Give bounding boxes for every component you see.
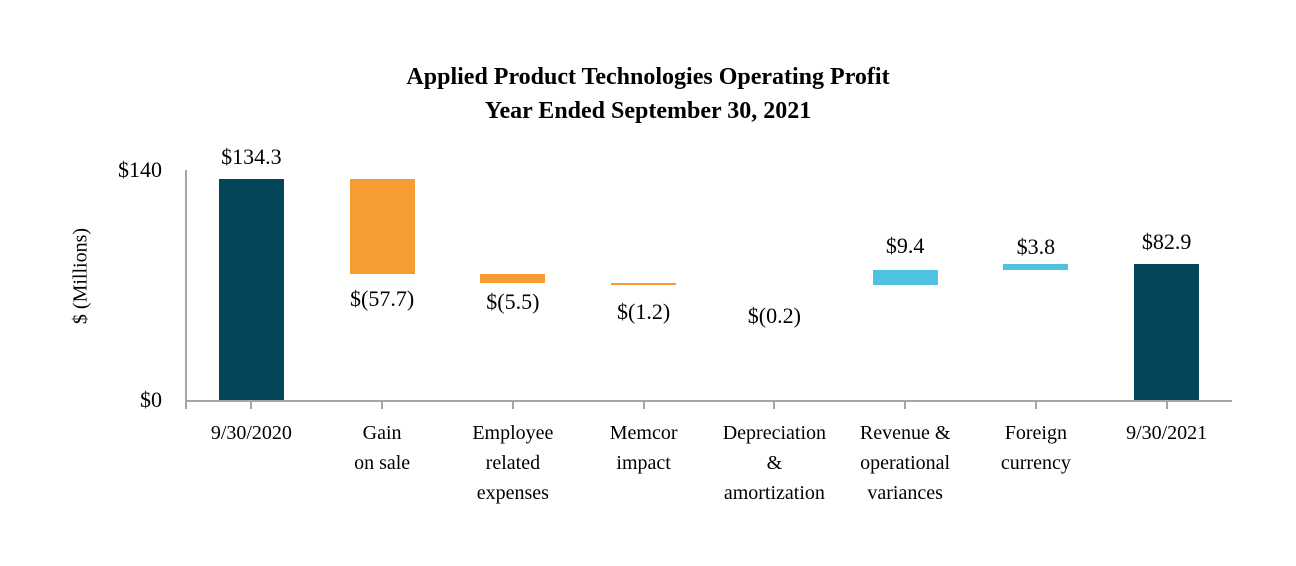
value-label-employee-related-expenses: $(5.5) xyxy=(486,289,540,315)
category-label-line: Employee xyxy=(472,422,554,444)
bar-memcor-impact xyxy=(611,283,677,286)
bar-foreign-currency xyxy=(1003,263,1069,271)
y-axis-title: $ (Millions) xyxy=(69,227,92,325)
bar-9-30-2021 xyxy=(1134,263,1200,400)
category-label-memcor-impact: Memcor impact xyxy=(559,418,729,478)
category-label-foreign-currency: Foreign currency xyxy=(951,418,1121,478)
value-label-gain-on-sale: $(57.7) xyxy=(350,286,415,312)
x-tick-memcor-impact xyxy=(642,400,645,409)
category-label-line: & xyxy=(766,452,783,474)
bar-employee-related-expenses xyxy=(480,274,546,284)
category-label-line: Foreign xyxy=(1004,422,1067,444)
category-label-line: 9/30/2020 xyxy=(210,422,292,444)
bar-9-30-2020 xyxy=(218,179,284,400)
value-label-depreciation-amortization: $(0.2) xyxy=(747,303,801,329)
chart-title: Applied Product Technologies Operating P… xyxy=(0,60,1296,128)
category-label-line: amortization xyxy=(723,482,825,504)
chart-title-line1: Applied Product Technologies Operating P… xyxy=(406,64,890,90)
x-tick-gain-on-sale xyxy=(381,400,384,409)
x-tick-revenue-operational-variances xyxy=(904,400,907,409)
category-label-line: Gain xyxy=(362,422,402,444)
category-label-line: related xyxy=(485,452,541,474)
value-label-revenue-operational-variances: $9.4 xyxy=(885,233,925,259)
category-label-employee-related-expenses: Employee related expenses xyxy=(428,418,598,508)
value-label-9-30-2021: $82.9 xyxy=(1141,228,1192,254)
category-label-line: expenses xyxy=(476,482,549,504)
value-label-9-30-2020: $134.3 xyxy=(221,144,282,170)
category-label-line: 9/30/2021 xyxy=(1126,422,1208,444)
y-tick-label-0: $0 xyxy=(140,387,162,412)
x-tick-depreciation-amortization xyxy=(773,400,776,409)
category-label-9-30-2021: 9/30/2021 xyxy=(1082,418,1252,448)
category-label-line: Depreciation xyxy=(722,422,827,444)
x-tick-9-30-2021 xyxy=(1165,400,1168,409)
value-label-memcor-impact: $(1.2) xyxy=(617,299,671,325)
category-label-depreciation-amortization: Depreciation & amortization xyxy=(689,418,859,508)
category-label-line: Revenue & xyxy=(859,422,951,444)
category-label-line: variances xyxy=(867,482,943,504)
value-label-foreign-currency: $3.8 xyxy=(1016,233,1056,259)
category-label-gain-on-sale: Gain on sale xyxy=(297,418,467,478)
x-tick-employee-related-expenses xyxy=(511,400,514,409)
chart-title-line2: Year Ended September 30, 2021 xyxy=(484,98,812,124)
bar-gain-on-sale xyxy=(349,179,415,275)
x-tick-foreign-currency xyxy=(1034,400,1037,409)
category-label-line: on sale xyxy=(354,452,411,474)
category-label-line: impact xyxy=(616,452,671,474)
category-label-9-30-2020: 9/30/2020 xyxy=(166,418,336,448)
category-label-line: currency xyxy=(1000,452,1071,474)
category-label-line: Memcor xyxy=(609,422,678,444)
category-label-revenue-operational-variances: Revenue & operational variances xyxy=(820,418,990,508)
bar-revenue-operational-variances xyxy=(872,270,938,286)
x-axis-line xyxy=(185,400,1232,402)
y-tick-label-140: $140 xyxy=(118,157,162,182)
y-axis-line xyxy=(185,170,187,409)
category-label-line: operational xyxy=(860,452,951,474)
x-tick-9-30-2020 xyxy=(250,400,253,409)
